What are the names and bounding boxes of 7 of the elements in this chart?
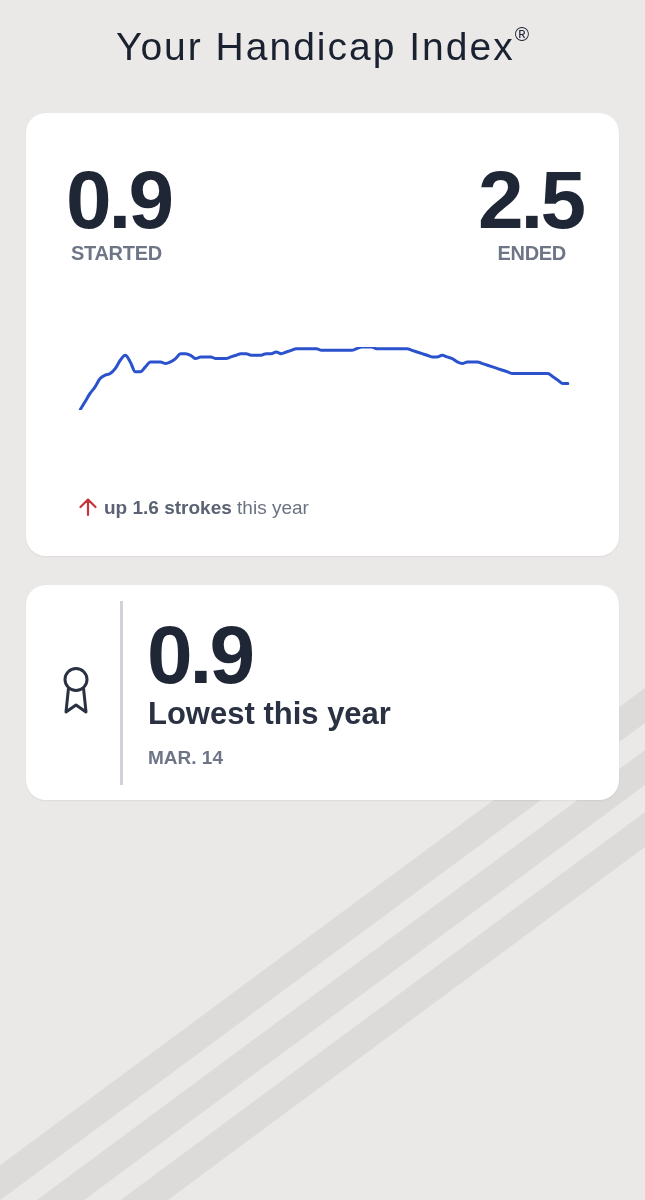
- text: STARTED: [71, 242, 162, 264]
- text: up 1.6 strokes this year: [104, 496, 309, 518]
- data-label: 0.9: [66, 154, 171, 245]
- text: MAR. 14: [148, 747, 223, 768]
- data-label: 2.5: [478, 154, 583, 245]
- chart-title: Your Handicap Index$^{®}$: [115, 23, 530, 68]
- text: ENDED: [497, 242, 566, 264]
